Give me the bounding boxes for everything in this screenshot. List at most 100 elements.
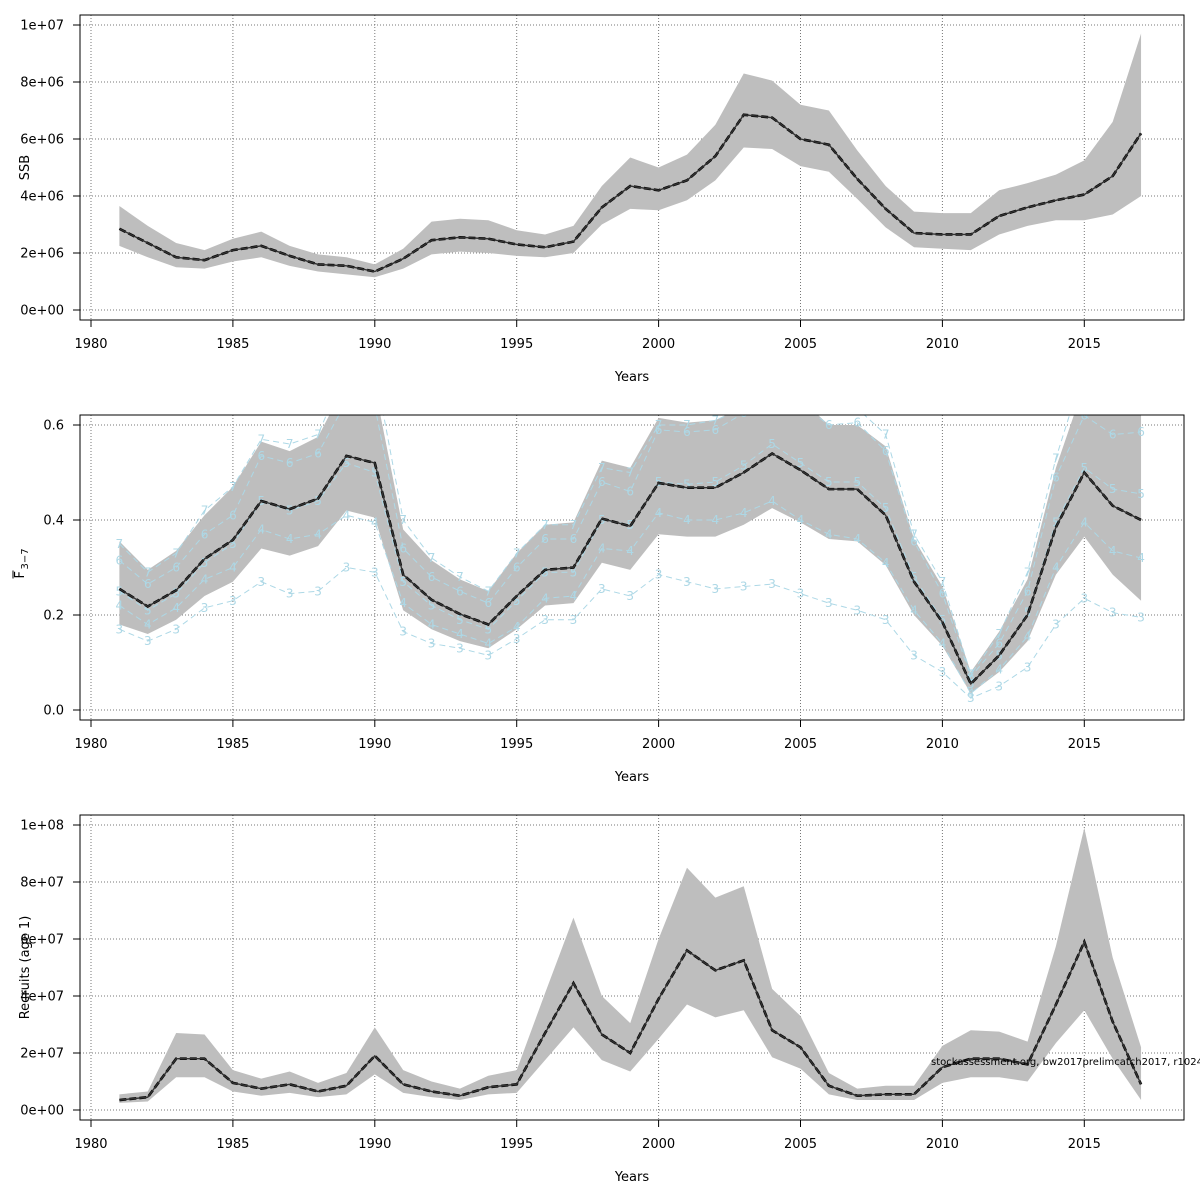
age-label: 4 [740, 506, 748, 520]
age-label: 7 [797, 390, 805, 404]
age-label: 4 [172, 601, 180, 615]
age-label: 6 [428, 570, 436, 584]
age-label: 3 [286, 587, 294, 601]
age-label: 3 [314, 584, 322, 598]
age-label: 4 [768, 494, 776, 508]
age-label: 5 [172, 587, 180, 601]
age-label: 6 [882, 444, 890, 458]
age-label: 7 [995, 627, 1003, 641]
plot-frame [79, 814, 1185, 1121]
age-label: 6 [343, 394, 351, 408]
age-label: 3 [910, 648, 918, 662]
age-label: 6 [1052, 470, 1060, 484]
recruits-plot-area [80, 815, 1184, 1120]
age-label: 5 [371, 466, 379, 480]
age-series-line [119, 566, 1142, 699]
age-label: 3 [626, 589, 634, 603]
age-label: 3 [683, 575, 691, 589]
age-label: 3 [598, 582, 606, 596]
age-label: 3 [853, 603, 861, 617]
confidence-band [119, 827, 1142, 1103]
age-label: 6 [683, 425, 691, 439]
age-label: 6 [172, 561, 180, 575]
age-label: 7 [712, 413, 720, 427]
x-tick-label: 2015 [1068, 337, 1101, 352]
age-label: 5 [570, 565, 578, 579]
age-label: 7 [853, 401, 861, 415]
age-label: 7 [144, 565, 152, 579]
age-label: 3 [1024, 660, 1032, 674]
x-tick-label: 2010 [926, 337, 959, 352]
age-label: 7 [484, 584, 492, 598]
y-tick-label: 0e+00 [20, 1104, 64, 1119]
credit-annotation: stockassessment.org, bw2017prelimcatch20… [931, 1057, 1200, 1068]
age-label: 6 [768, 380, 776, 394]
confidence-band [119, 415, 1142, 694]
x-tick-label: 1980 [74, 337, 107, 352]
y-tick-label: 6e+07 [20, 933, 64, 948]
age-label: 6 [1024, 584, 1032, 598]
age-label: 3 [229, 594, 237, 608]
age-label: 6 [484, 596, 492, 610]
x-tick-label: 1990 [358, 337, 391, 352]
estimate-line-core [119, 114, 1142, 273]
age-label: 5 [882, 501, 890, 515]
age-label: 3 [967, 691, 975, 705]
age-label: 5 [1080, 461, 1088, 475]
age-label: 7 [229, 480, 237, 494]
age-label: 5 [853, 475, 861, 489]
x-tick-label: 2015 [1068, 737, 1101, 752]
y-tick-label: 0.0 [43, 704, 64, 719]
y-tick-label: 0.6 [43, 419, 64, 434]
age-label: 4 [116, 599, 124, 613]
age-label: 3 [1080, 591, 1088, 605]
x-tick-label: 1980 [74, 1137, 107, 1152]
age-label: 3 [257, 575, 265, 589]
age-label: 5 [229, 537, 237, 551]
age-label: 5 [286, 504, 294, 518]
y-axis-label: Recruits (age 1) [18, 916, 33, 1020]
age-label: 6 [229, 508, 237, 522]
age-label: 7 [570, 518, 578, 532]
ssb-plot-area [80, 15, 1184, 320]
age-label: 6 [1109, 428, 1117, 442]
age-label: 5 [201, 556, 209, 570]
age-label: 6 [967, 670, 975, 684]
age-label: 5 [797, 456, 805, 470]
age-label: 5 [1052, 515, 1060, 529]
age-label: 6 [314, 447, 322, 461]
age-label: 7 [910, 527, 918, 541]
age-label: 7 [1080, 361, 1088, 375]
age-label: 5 [456, 613, 464, 627]
age-label: 4 [995, 663, 1003, 677]
age-label: 6 [740, 406, 748, 420]
age-label: 5 [598, 513, 606, 527]
age-label: 3 [712, 582, 720, 596]
age-label: 4 [229, 561, 237, 575]
y-tick-label: 8e+06 [20, 76, 64, 91]
age-label: 7 [967, 667, 975, 681]
age-label: 5 [768, 437, 776, 451]
age-label: 4 [371, 515, 379, 529]
age-label: 3 [995, 679, 1003, 693]
x-axis-label: Years [614, 1170, 650, 1185]
age-label: 7 [1052, 451, 1060, 465]
age-label: 6 [116, 553, 124, 567]
age-label: 3 [939, 665, 947, 679]
plot-frame [79, 414, 1185, 721]
ssb-panel: 1980 1985 1990 1995 2000 2005 2010 2015 0e+00 2e+… [18, 14, 1185, 385]
age-label: 4 [626, 544, 634, 558]
age-label: 5 [1109, 482, 1117, 496]
age-label: 4 [1109, 544, 1117, 558]
age-label: 3 [825, 596, 833, 610]
age-label: 4 [484, 637, 492, 651]
age-label: 7 [257, 432, 265, 446]
age-series-7: 7 7 7 7 7 7 7 7 7 7 7 7 7 7 7 7 7 7 7 7 7 7 7 7 7 7 7 7 7 7 7 7 7 7 7 7 7 [116, 361, 1088, 681]
age-label: 6 [1137, 425, 1145, 439]
age-label: 7 [768, 380, 776, 394]
confidence-band [119, 33, 1142, 278]
age-label: 4 [570, 589, 578, 603]
y-tick-label: 4e+06 [20, 190, 64, 205]
age-label: 5 [116, 584, 124, 598]
recruits-panel: 1980 1985 1990 1995 2000 2005 2010 2015 0e+00 2e+… [18, 814, 1200, 1185]
